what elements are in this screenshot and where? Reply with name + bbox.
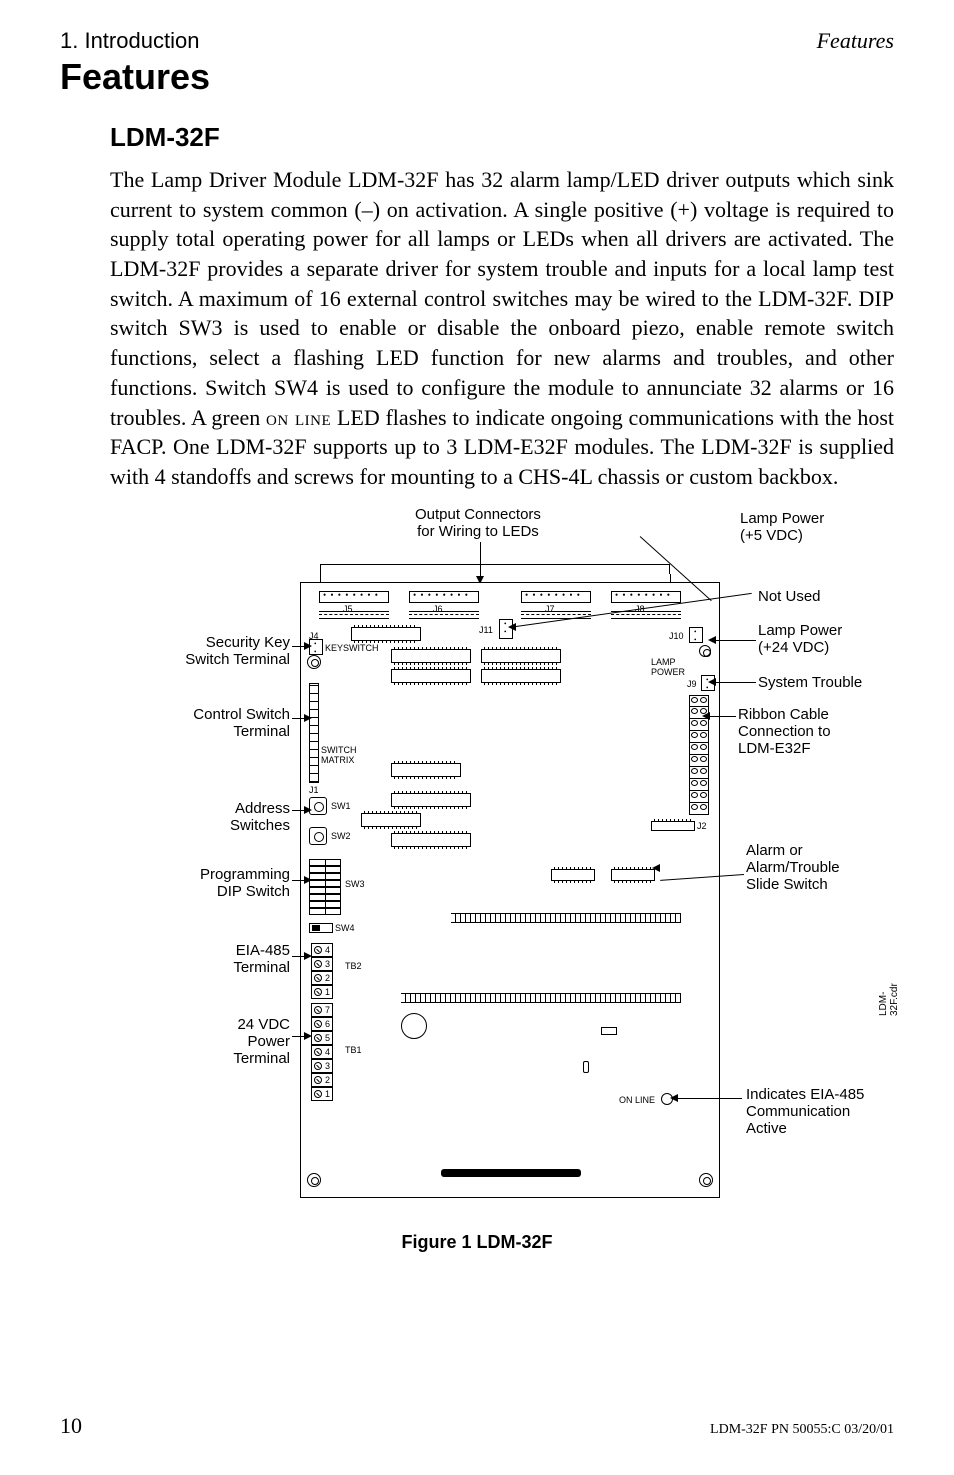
connector-j7 [521, 591, 591, 603]
connector-j1 [309, 683, 319, 783]
label-sys-trouble: System Trouble [758, 674, 862, 691]
switch-sw2 [309, 827, 327, 845]
mount-hole [699, 1173, 713, 1187]
page-title: Features [60, 56, 894, 98]
label-eia485-term: EIA-485 Terminal [170, 942, 290, 977]
header-section: 1. Introduction [60, 28, 199, 54]
label-lamp-5v: Lamp Power (+5 VDC) [740, 510, 824, 545]
piezo [401, 1013, 427, 1039]
pcb-outline: J5 J6 J7 J8 J11 J10 J9 LAMP POWER [300, 582, 720, 1198]
figure-caption: Figure 1 LDM-32F [60, 1232, 894, 1253]
label-ribbon: Ribbon Cable Connection to LDM-E32F [738, 706, 831, 758]
body-smallcaps: on line [266, 405, 331, 430]
side-filename: LDM-32F.cdr [878, 983, 900, 1016]
terminal-tb2: 4 3 2 1 [311, 943, 333, 999]
body-text-a: The Lamp Driver Module LDM-32F has 32 al… [110, 167, 894, 430]
body-paragraph: The Lamp Driver Module LDM-32F has 32 al… [110, 165, 894, 492]
label-control-switch: Control Switch Terminal [170, 706, 290, 741]
doc-id: LDM-32F PN 50055:C 03/20/01 [710, 1422, 894, 1438]
label-lamp-24v: Lamp Power (+24 VDC) [758, 622, 842, 657]
label-address-switches: Address Switches [170, 800, 290, 835]
top-label-output: Output Connectors for Wiring to LEDs [415, 506, 541, 541]
page-number: 10 [60, 1413, 82, 1439]
connector-j5 [319, 591, 389, 603]
terminal-tb1: 7 6 5 4 3 2 1 [311, 1003, 333, 1101]
label-24vdc: 24 VDC Power Terminal [170, 1016, 290, 1068]
header-topic: Features [817, 28, 894, 54]
pcb-diagram: Output Connectors for Wiring to LEDs J5 … [180, 506, 900, 1226]
page-footer: 10 LDM-32F PN 50055:C 03/20/01 [60, 1413, 894, 1439]
connector-j10 [689, 627, 703, 643]
switch-sw3 [309, 859, 341, 915]
label-eia-comm: Indicates EIA-485 Communication Active [746, 1086, 864, 1138]
connector-bracket [320, 564, 670, 574]
connector-j8 [611, 591, 681, 603]
label-alarm-switch: Alarm or Alarm/Trouble Slide Switch [746, 842, 840, 894]
subheading: LDM-32F [110, 122, 894, 153]
figure-wrapper: Output Connectors for Wiring to LEDs J5 … [60, 506, 894, 1226]
connector-j6 [409, 591, 479, 603]
mount-hole [307, 1173, 321, 1187]
label-security-key: Security Key Switch Terminal [170, 634, 290, 669]
mount-hole [307, 655, 321, 669]
switch-sw4 [309, 923, 333, 933]
label-programming-dip: Programming DIP Switch [170, 866, 290, 901]
page-header: 1. Introduction Features [60, 28, 894, 54]
label-not-used: Not Used [758, 588, 821, 605]
